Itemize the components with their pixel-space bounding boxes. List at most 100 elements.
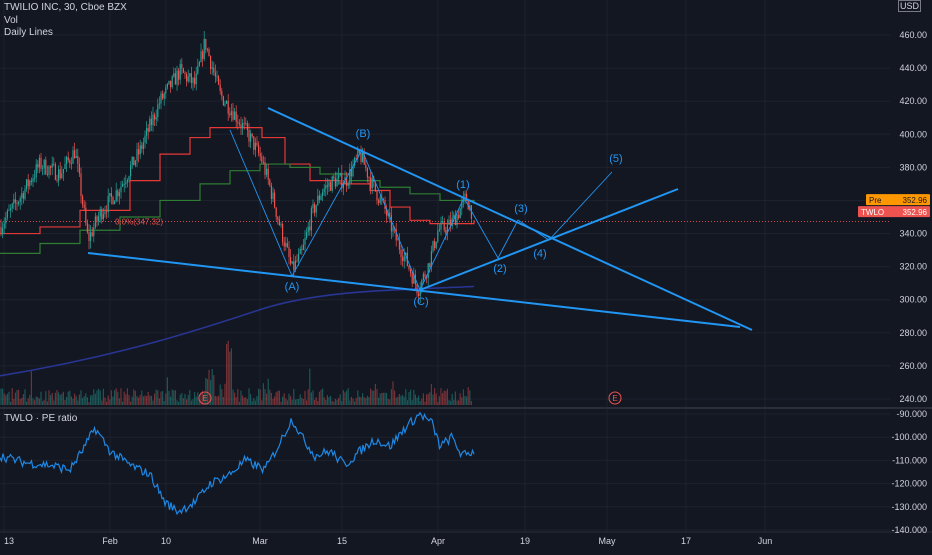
pe-ratio-layer bbox=[0, 411, 475, 516]
volume-bar bbox=[387, 398, 389, 405]
volume-bar bbox=[104, 397, 106, 405]
volume-bar bbox=[270, 392, 272, 405]
volume-bar bbox=[389, 399, 391, 405]
time-tick-label: May bbox=[598, 536, 616, 546]
candle-body-up bbox=[187, 76, 189, 82]
volume-bar bbox=[280, 401, 282, 405]
volume-bar bbox=[323, 397, 325, 405]
candle-body-up bbox=[405, 252, 407, 256]
volume-bar bbox=[54, 392, 56, 405]
candle-body-down bbox=[358, 150, 360, 153]
volume-bar bbox=[130, 401, 132, 405]
volume-bar bbox=[390, 389, 392, 405]
volume-bar bbox=[219, 384, 221, 405]
symbol-title[interactable]: TWILIO INC, 30, Cboe BZX bbox=[4, 2, 127, 13]
volume-bar bbox=[334, 398, 336, 405]
candle-body-down bbox=[274, 192, 276, 208]
wave-label: (3) bbox=[514, 203, 527, 215]
candle-body-up bbox=[392, 227, 394, 232]
candle-body-up bbox=[58, 169, 60, 181]
candle-body-up bbox=[323, 188, 325, 193]
volume-bar bbox=[326, 395, 328, 405]
candle-body-up bbox=[299, 248, 301, 254]
volume-bar bbox=[350, 396, 352, 405]
volume-bar bbox=[322, 388, 324, 405]
volume-bar bbox=[336, 399, 338, 405]
volume-bar bbox=[258, 388, 260, 405]
volume-bar bbox=[32, 398, 34, 405]
candle-body-down bbox=[229, 113, 231, 116]
volume-bar bbox=[176, 400, 178, 405]
candle-body-up bbox=[93, 227, 95, 236]
wave-label: (C) bbox=[413, 296, 428, 308]
pe-ratio-title[interactable]: TWLO · PE ratio bbox=[4, 413, 78, 424]
candle-body-up bbox=[51, 163, 53, 168]
candle-body-up bbox=[42, 168, 44, 169]
earnings-marker-label: E bbox=[612, 394, 617, 403]
volume-bar bbox=[325, 400, 327, 405]
candle-body-up bbox=[152, 114, 154, 126]
candle-body-down bbox=[182, 68, 184, 73]
candle-body-down bbox=[96, 216, 98, 222]
candle-body-up bbox=[122, 184, 124, 187]
candle-body-up bbox=[75, 155, 77, 158]
candle-body-down bbox=[373, 177, 375, 182]
volume-bar bbox=[378, 397, 380, 405]
volume-bar bbox=[466, 396, 468, 405]
volume-bar bbox=[392, 381, 394, 405]
candle-body-up bbox=[357, 150, 359, 159]
volume-bar bbox=[125, 394, 127, 405]
candle-body-down bbox=[269, 179, 271, 186]
volume-bar bbox=[51, 392, 53, 405]
volume-bar bbox=[88, 401, 90, 405]
volume-bar bbox=[370, 388, 372, 405]
candle-body-down bbox=[341, 173, 343, 189]
volume-bar bbox=[262, 383, 264, 405]
volume-bar bbox=[275, 392, 277, 405]
volume-bar bbox=[13, 398, 15, 405]
volume-bar bbox=[320, 389, 322, 405]
candle-body-down bbox=[194, 77, 196, 85]
candle-body-down bbox=[69, 160, 71, 164]
candle-body-down bbox=[101, 209, 103, 220]
volume-bar bbox=[94, 393, 96, 405]
candle-body-up bbox=[349, 168, 351, 184]
candle-body-down bbox=[426, 276, 428, 279]
candle-body-up bbox=[32, 178, 34, 182]
volume-bar bbox=[29, 394, 31, 405]
volume-bar bbox=[386, 393, 388, 405]
candle-body-down bbox=[154, 114, 156, 120]
candle-body-down bbox=[259, 153, 261, 157]
candle-body-up bbox=[322, 192, 324, 196]
candle-body-up bbox=[320, 195, 322, 200]
volume-bar bbox=[139, 395, 141, 405]
volume-bar bbox=[178, 401, 180, 405]
volume-bar bbox=[352, 398, 354, 405]
volume-bar bbox=[366, 395, 368, 405]
volume-bar bbox=[333, 401, 335, 405]
volume-bar bbox=[446, 388, 448, 405]
candle-body-up bbox=[234, 111, 236, 120]
candle-body-down bbox=[74, 150, 76, 158]
daily-lines-legend[interactable]: Daily Lines bbox=[4, 27, 53, 38]
candle-body-up bbox=[155, 117, 157, 120]
candle-body-up bbox=[211, 67, 213, 69]
candle-body-up bbox=[21, 193, 23, 198]
candle-body-down bbox=[50, 166, 52, 168]
candle-body-up bbox=[5, 217, 7, 224]
wave-drawing-layer[interactable]: (A) (B) (C) (1) (2) (3) (4) (5) bbox=[87, 107, 753, 331]
volume-bar bbox=[266, 393, 268, 405]
volume-bar bbox=[354, 401, 356, 405]
volume-bar bbox=[304, 390, 306, 405]
candle-body-down bbox=[256, 142, 258, 146]
volume-bar bbox=[146, 395, 148, 405]
time-tick-label: 13 bbox=[4, 536, 14, 546]
candle-body-up bbox=[48, 166, 50, 175]
time-tick-label: Jun bbox=[758, 536, 773, 546]
candle-body-down bbox=[395, 229, 397, 241]
volume-bar bbox=[8, 391, 10, 405]
volume-legend[interactable]: Vol bbox=[4, 15, 18, 26]
candles-layer bbox=[0, 31, 472, 304]
